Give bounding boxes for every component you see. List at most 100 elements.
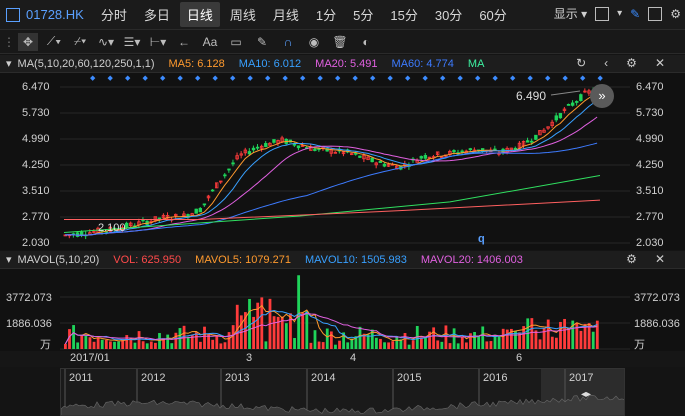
period-tab[interactable]: 日线 xyxy=(179,2,220,27)
crosshair-icon[interactable]: ✥ xyxy=(18,32,38,51)
eye-icon[interactable]: ◉ xyxy=(308,34,320,49)
volume-bar xyxy=(305,311,309,349)
event-marker: ◆ xyxy=(213,75,219,82)
grid-layout-icon[interactable] xyxy=(648,6,663,21)
overview-chart-svg[interactable] xyxy=(61,369,625,416)
volume-bar xyxy=(509,328,513,349)
volume-bar xyxy=(534,330,538,349)
measure-tool-icon[interactable]: ⊢▾ xyxy=(149,34,167,49)
period-tab[interactable]: 周线 xyxy=(229,8,256,23)
arrow-back-icon[interactable]: ← xyxy=(178,34,190,49)
checkbox-dropdown-icon[interactable]: ▾ xyxy=(617,8,623,19)
period-tab[interactable]: 60分 xyxy=(479,8,507,23)
period-tab[interactable]: 5分 xyxy=(353,8,374,23)
brush-icon[interactable]: ✎ xyxy=(630,6,641,21)
stock-symbol[interactable]: 01728.HK xyxy=(26,7,84,22)
candle-body xyxy=(534,134,538,140)
candle-body xyxy=(350,153,354,156)
close-icon[interactable]: ✕ xyxy=(654,56,665,70)
overview-navigator[interactable]: 2011 2012 2013 2014 2015 2016 2017 ◂▸ xyxy=(60,368,625,416)
period-tab[interactable]: 多日 xyxy=(143,8,170,23)
event-marker: ◆ xyxy=(90,75,96,82)
candle-body xyxy=(562,108,567,112)
magnet-icon[interactable]: ∩ xyxy=(283,34,293,49)
volume-bar xyxy=(473,332,476,349)
candle-body xyxy=(370,157,374,163)
volume-bar xyxy=(334,344,337,349)
wave-tool-icon[interactable]: ∿▾ xyxy=(97,34,115,49)
candle-body xyxy=(124,222,129,228)
period-tab[interactable]: 30分 xyxy=(434,8,463,23)
back-icon[interactable]: ‹ xyxy=(604,56,609,70)
volume-bar xyxy=(415,325,419,349)
candle-body xyxy=(264,143,268,148)
event-marker: ◆ xyxy=(195,75,201,82)
period-tab[interactable]: 1分 xyxy=(315,8,337,23)
range-handle-left[interactable]: ◂▸ xyxy=(581,389,592,400)
line-tool-icon[interactable]: ⟋▾ xyxy=(46,34,62,48)
candle-body xyxy=(570,102,575,106)
event-marker: ◆ xyxy=(370,75,376,82)
vol-collapse-chevron-icon[interactable]: ▾ xyxy=(6,254,12,266)
volume-chart[interactable]: 3772.073 1886.036 万 3772.073 1886.036 万 xyxy=(0,269,685,351)
price-axis-right-0: 6.470 xyxy=(636,81,664,93)
volume-bar xyxy=(407,344,411,349)
toolbar-grip-icon: ⋮ xyxy=(3,34,15,49)
trash-icon[interactable]: 🗑 xyxy=(332,34,348,49)
volume-bar xyxy=(227,332,231,349)
pencil-icon[interactable]: ✎ xyxy=(256,34,268,49)
text-tool-icon[interactable]: Aa xyxy=(202,34,218,49)
channel-tool-icon[interactable]: ⌿▾ xyxy=(73,34,87,48)
settings-icon[interactable]: ⚙ xyxy=(670,6,681,21)
price-chart[interactable]: ◆ ◆ ◆ ◆ ◆ ◆ ◆ ◆ ◆ ◆ ◆ ◆ ◆ ◆ ◆ ◆ ◆ ◆ ◆ ◆ ◆ ◆ ◆ ◆ ◆ ◆ ◆ ◆ ◆ ◆ 6.470 5.7… xyxy=(0,73,685,250)
volume-bar xyxy=(260,297,264,349)
event-marker: ◆ xyxy=(545,75,551,82)
gear-icon[interactable]: ⚙ xyxy=(626,56,637,70)
volume-bar xyxy=(80,335,84,349)
price-chart-svg[interactable]: ◆ ◆ ◆ ◆ ◆ ◆ ◆ ◆ ◆ ◆ ◆ ◆ ◆ ◆ ◆ ◆ ◆ ◆ ◆ ◆ ◆ ◆ ◆ ◆ ◆ ◆ ◆ ◆ ◆ ◆ xyxy=(0,73,685,250)
candle-body xyxy=(161,214,166,219)
event-marker: ◆ xyxy=(160,75,166,82)
note-tool-icon[interactable]: ▭ xyxy=(230,34,242,49)
candle-body xyxy=(525,140,530,143)
candle-body xyxy=(378,160,383,163)
volume-bar xyxy=(162,338,165,349)
volume-bar xyxy=(133,342,137,349)
candle-body xyxy=(382,163,387,167)
candle-body xyxy=(198,208,203,213)
mavol-indicator-name[interactable]: MAVOL(5,10,20) xyxy=(17,253,100,266)
q-marker[interactable]: q xyxy=(478,233,485,245)
checkbox-icon[interactable] xyxy=(595,6,610,21)
volume-bar xyxy=(154,342,157,349)
volume-bar xyxy=(436,340,440,349)
scroll-right-button[interactable]: » xyxy=(590,84,614,108)
overview-year-6: 2017 xyxy=(569,372,594,384)
vol-close-icon[interactable]: ✕ xyxy=(654,252,665,266)
volume-bar xyxy=(92,341,96,349)
ma-indicator-name[interactable]: MA(5,10,20,60,120,250,1,1) xyxy=(17,57,155,70)
volume-bar xyxy=(452,328,456,349)
candle-body xyxy=(268,142,272,146)
candle-body xyxy=(333,151,338,154)
mavol5-value: MAVOL5: 1079.271 xyxy=(195,253,291,266)
display-dropdown[interactable]: 显示 ▾ xyxy=(553,7,588,21)
panel-toggle-icon[interactable] xyxy=(6,7,20,22)
period-tab[interactable]: 月线 xyxy=(272,8,299,23)
refresh-icon[interactable]: ↻ xyxy=(576,56,587,70)
collapse-chevron-icon[interactable]: ▾ xyxy=(6,58,12,70)
volume-bar xyxy=(387,342,391,349)
price-axis-left-2: 4.990 xyxy=(22,133,50,145)
candle-body xyxy=(460,150,464,153)
period-tab[interactable]: 15分 xyxy=(390,8,418,23)
toggle-icon[interactable]: ◐ xyxy=(362,34,370,49)
event-marker: ◆ xyxy=(598,75,604,82)
overview-year-3: 2014 xyxy=(311,372,336,384)
candle-body xyxy=(435,151,440,155)
period-tab[interactable]: 分时 xyxy=(100,8,127,23)
vol-axis-left-0: 3772.073 xyxy=(6,292,52,304)
fib-tool-icon[interactable]: ☰▾ xyxy=(123,34,141,49)
volume-chart-svg[interactable] xyxy=(0,269,685,351)
volume-bar xyxy=(186,336,190,349)
vol-gear-icon[interactable]: ⚙ xyxy=(626,252,637,266)
volume-bar xyxy=(424,336,427,349)
